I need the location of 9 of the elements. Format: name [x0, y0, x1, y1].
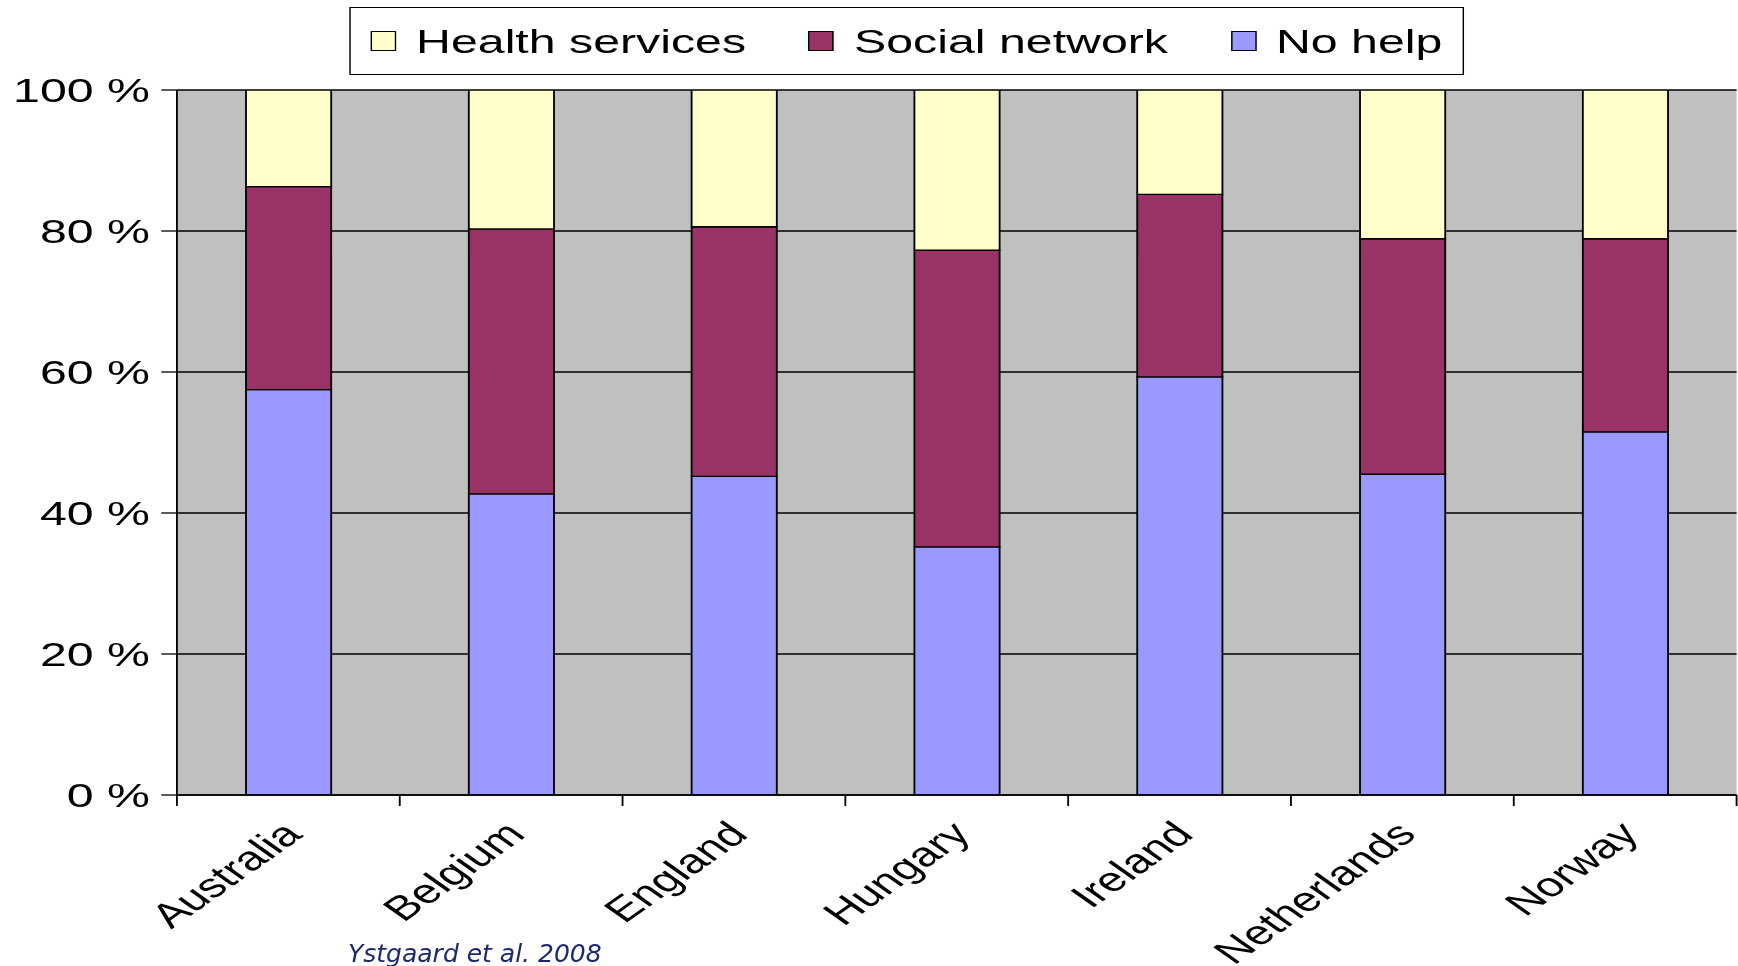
- y-tick-label: 100 %: [13, 70, 150, 110]
- y-tick-label: 40 %: [39, 493, 150, 533]
- legend-label: Health services: [416, 21, 747, 62]
- y-tick-label: 60 %: [39, 352, 150, 392]
- y-tick-label: 0 %: [66, 775, 150, 815]
- y-tick-label: 80 %: [39, 211, 150, 251]
- legend-label: No help: [1275, 21, 1443, 62]
- y-tick-label: 20 %: [39, 634, 150, 674]
- legend-label: Social network: [854, 21, 1168, 62]
